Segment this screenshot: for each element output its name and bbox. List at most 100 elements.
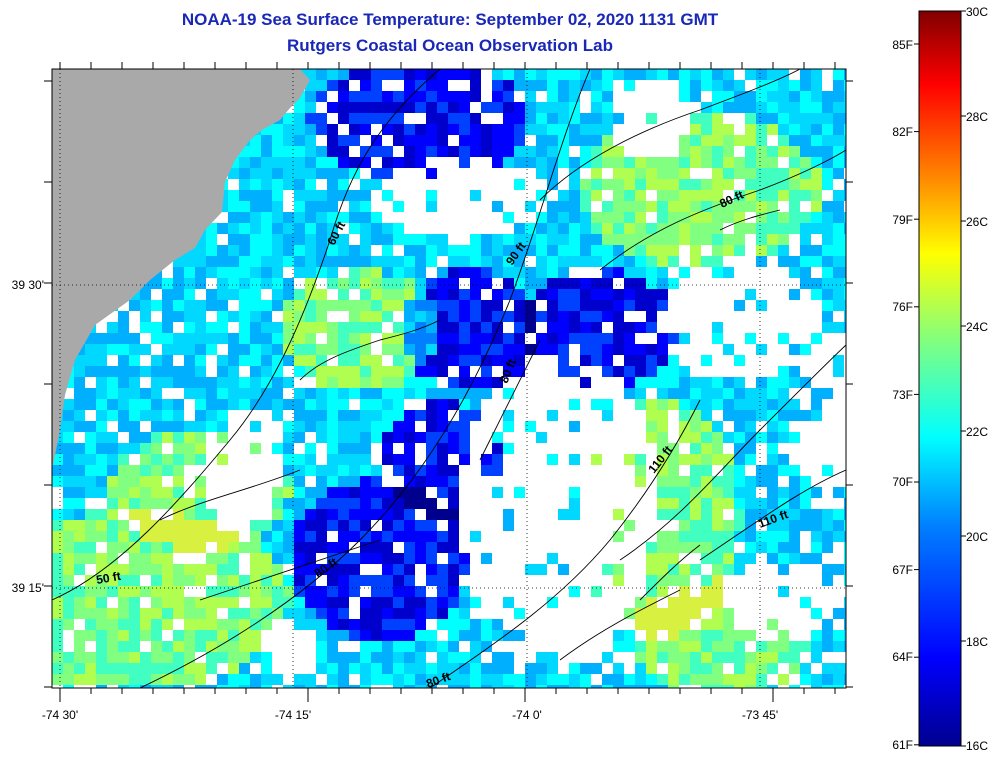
sst-pixel (701, 157, 712, 168)
sst-pixel (503, 520, 514, 531)
sst-pixel (613, 344, 624, 355)
sst-pixel (690, 388, 701, 399)
sst-pixel (679, 454, 690, 465)
sst-pixel (811, 531, 822, 542)
sst-pixel (844, 256, 846, 267)
sst-pixel (470, 245, 481, 256)
sst-pixel (635, 201, 646, 212)
sst-pixel (800, 487, 811, 498)
sst-pixel (657, 223, 668, 234)
sst-pixel (635, 476, 646, 487)
sst-pixel (360, 201, 371, 212)
sst-pixel (745, 223, 756, 234)
sst-pixel (261, 575, 272, 586)
sst-pixel (536, 652, 547, 663)
sst-pixel (382, 564, 393, 575)
sst-pixel (745, 179, 756, 190)
sst-pixel (756, 399, 767, 410)
sst-pixel (283, 344, 294, 355)
sst-pixel (756, 531, 767, 542)
sst-pixel (426, 124, 437, 135)
sst-pixel (635, 289, 646, 300)
sst-pixel (283, 333, 294, 344)
sst-pixel (371, 69, 382, 80)
sst-pixel (294, 190, 305, 201)
sst-pixel (833, 135, 844, 146)
sst-pixel (536, 564, 547, 575)
sst-pixel (393, 69, 404, 80)
sst-pixel (96, 564, 107, 575)
sst-pixel (85, 575, 96, 586)
sst-pixel (316, 344, 327, 355)
sst-pixel (107, 377, 118, 388)
sst-pixel (701, 212, 712, 223)
sst-pixel (844, 157, 846, 168)
sst-pixel (250, 245, 261, 256)
sst-pixel (646, 289, 657, 300)
sst-pixel (624, 80, 635, 91)
sst-pixel (437, 641, 448, 652)
sst-pixel (635, 652, 646, 663)
sst-pixel (305, 586, 316, 597)
sst-pixel (360, 267, 371, 278)
sst-pixel (294, 113, 305, 124)
sst-pixel (701, 135, 712, 146)
sst-pixel (844, 135, 846, 146)
sst-pixel (206, 685, 217, 688)
sst-pixel (624, 520, 635, 531)
sst-pixel (756, 146, 767, 157)
sst-pixel (118, 410, 129, 421)
sst-pixel (701, 410, 712, 421)
sst-pixel (294, 135, 305, 146)
sst-pixel (712, 597, 723, 608)
sst-pixel (767, 663, 778, 674)
sst-pixel (767, 179, 778, 190)
sst-pixel (459, 256, 470, 267)
sst-pixel (162, 674, 173, 685)
sst-pixel (294, 399, 305, 410)
sst-pixel (833, 102, 844, 113)
sst-pixel (602, 333, 613, 344)
map-subtitle: Rutgers Coastal Ocean Observation Lab (287, 36, 613, 55)
sst-pixel (723, 454, 734, 465)
sst-pixel (195, 322, 206, 333)
sst-pixel (800, 168, 811, 179)
sst-pixel (217, 674, 228, 685)
sst-pixel (239, 388, 250, 399)
sst-pixel (140, 388, 151, 399)
sst-pixel (151, 476, 162, 487)
sst-pixel (272, 575, 283, 586)
sst-pixel (668, 553, 679, 564)
sst-pixel (129, 531, 140, 542)
sst-pixel (635, 278, 646, 289)
sst-pixel (140, 509, 151, 520)
sst-pixel (360, 289, 371, 300)
sst-pixel (250, 608, 261, 619)
sst-pixel (129, 597, 140, 608)
sst-pixel (437, 366, 448, 377)
sst-pixel (74, 443, 85, 454)
sst-pixel (404, 564, 415, 575)
sst-pixel (580, 289, 591, 300)
sst-pixel (404, 278, 415, 289)
sst-pixel (294, 597, 305, 608)
sst-pixel (129, 652, 140, 663)
sst-pixel (217, 366, 228, 377)
sst-pixel (129, 344, 140, 355)
sst-pixel (613, 630, 624, 641)
sst-pixel (778, 69, 789, 80)
sst-pixel (250, 377, 261, 388)
sst-pixel (613, 674, 624, 685)
sst-pixel (85, 608, 96, 619)
sst-pixel (195, 641, 206, 652)
sst-pixel (789, 157, 800, 168)
sst-pixel (811, 223, 822, 234)
sst-pixel (184, 652, 195, 663)
sst-pixel (657, 652, 668, 663)
sst-pixel (800, 344, 811, 355)
sst-pixel (437, 388, 448, 399)
sst-pixel (800, 520, 811, 531)
sst-pixel (679, 80, 690, 91)
sst-pixel (360, 377, 371, 388)
sst-pixel (569, 201, 580, 212)
